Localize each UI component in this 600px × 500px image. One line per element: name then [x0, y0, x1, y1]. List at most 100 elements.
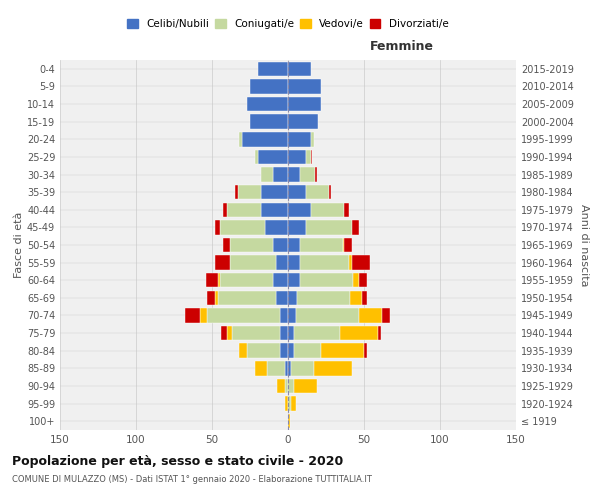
Bar — [349, 256, 352, 270]
Bar — [329, 185, 331, 200]
Bar — [215, 220, 220, 234]
Bar — [200, 308, 208, 322]
Bar — [288, 273, 300, 287]
Bar — [247, 97, 288, 112]
Bar — [300, 273, 353, 287]
Bar — [288, 414, 290, 428]
Bar — [300, 168, 316, 181]
Bar — [220, 220, 265, 234]
Bar — [311, 202, 344, 217]
Bar — [239, 132, 242, 146]
Bar — [288, 326, 294, 340]
Bar — [215, 290, 218, 305]
Bar — [288, 114, 319, 129]
Bar — [242, 132, 288, 146]
Bar — [221, 326, 227, 340]
Bar — [288, 202, 311, 217]
Bar — [288, 256, 300, 270]
Bar — [340, 326, 377, 340]
Text: Popolazione per età, sesso e stato civile - 2020: Popolazione per età, sesso e stato civil… — [12, 455, 343, 468]
Bar — [276, 256, 288, 270]
Bar — [306, 185, 329, 200]
Bar — [294, 326, 340, 340]
Bar — [277, 378, 285, 393]
Bar — [311, 132, 314, 146]
Bar — [280, 308, 288, 322]
Bar — [215, 256, 230, 270]
Bar — [280, 326, 288, 340]
Bar — [223, 202, 227, 217]
Bar — [265, 220, 288, 234]
Bar — [314, 361, 352, 376]
Bar — [377, 326, 381, 340]
Bar — [288, 168, 300, 181]
Bar — [288, 361, 291, 376]
Bar — [218, 290, 276, 305]
Bar — [285, 378, 288, 393]
Bar — [247, 344, 280, 358]
Bar — [239, 344, 247, 358]
Bar — [220, 273, 273, 287]
Text: Femmine: Femmine — [370, 40, 434, 52]
Bar — [285, 361, 288, 376]
Bar — [260, 202, 288, 217]
Bar — [306, 150, 311, 164]
Bar — [316, 168, 317, 181]
Bar — [359, 273, 367, 287]
Bar — [300, 238, 343, 252]
Text: COMUNE DI MULAZZO (MS) - Dati ISTAT 1° gennaio 2020 - Elaborazione TUTTITALIA.IT: COMUNE DI MULAZZO (MS) - Dati ISTAT 1° g… — [12, 475, 372, 484]
Bar — [382, 308, 390, 322]
Bar — [254, 150, 257, 164]
Bar — [344, 202, 349, 217]
Bar — [285, 396, 288, 411]
Bar — [288, 62, 311, 76]
Bar — [232, 326, 280, 340]
Bar — [343, 238, 344, 252]
Bar — [300, 256, 349, 270]
Bar — [276, 290, 288, 305]
Bar — [352, 256, 370, 270]
Bar — [322, 344, 364, 358]
Bar — [291, 396, 296, 411]
Bar — [288, 150, 306, 164]
Bar — [230, 256, 276, 270]
Y-axis label: Anni di nascita: Anni di nascita — [579, 204, 589, 286]
Bar — [362, 290, 367, 305]
Bar — [291, 361, 314, 376]
Bar — [364, 344, 367, 358]
Bar — [260, 168, 273, 181]
Bar — [350, 290, 362, 305]
Bar — [288, 185, 306, 200]
Bar — [208, 308, 280, 322]
Bar — [297, 290, 350, 305]
Bar — [296, 308, 359, 322]
Bar — [311, 150, 313, 164]
Bar — [273, 238, 288, 252]
Bar — [288, 396, 291, 411]
Bar — [208, 290, 215, 305]
Bar — [359, 308, 382, 322]
Bar — [288, 132, 311, 146]
Bar — [227, 326, 232, 340]
Bar — [257, 150, 288, 164]
Bar — [352, 220, 359, 234]
Bar — [344, 238, 352, 252]
Bar — [235, 185, 238, 200]
Bar — [280, 344, 288, 358]
Bar — [288, 308, 296, 322]
Bar — [288, 290, 297, 305]
Bar — [185, 308, 200, 322]
Bar — [288, 378, 294, 393]
Y-axis label: Fasce di età: Fasce di età — [14, 212, 24, 278]
Bar — [288, 238, 300, 252]
Bar — [260, 185, 288, 200]
Bar — [250, 79, 288, 94]
Bar — [267, 361, 285, 376]
Legend: Celibi/Nubili, Coniugati/e, Vedovi/e, Divorziati/e: Celibi/Nubili, Coniugati/e, Vedovi/e, Di… — [125, 17, 451, 32]
Bar — [250, 114, 288, 129]
Bar — [294, 378, 317, 393]
Bar — [230, 238, 273, 252]
Bar — [218, 273, 220, 287]
Bar — [288, 220, 306, 234]
Bar — [238, 185, 260, 200]
